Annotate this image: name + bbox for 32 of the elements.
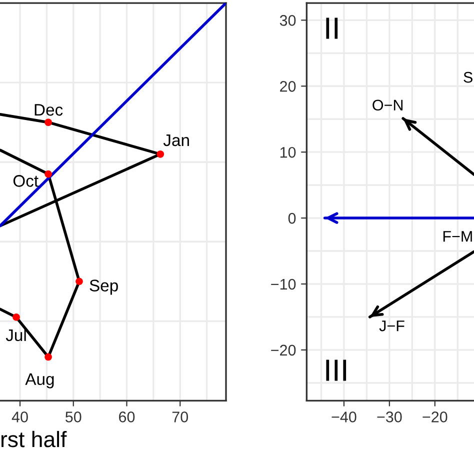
x-tick-label: −30	[377, 412, 402, 422]
point	[156, 150, 164, 158]
annotation: J−F	[379, 320, 404, 332]
annotation: Jan	[163, 134, 189, 146]
y-tick-label: −10	[271, 278, 296, 290]
annotation: Sep	[90, 280, 118, 295]
x-tick-label: −40	[332, 412, 356, 422]
annotation: II	[326, 18, 338, 39]
x-tick-label: 60	[119, 412, 135, 422]
annotation: S	[464, 72, 472, 83]
point	[44, 118, 52, 126]
annotation: Aug	[25, 373, 54, 388]
y-tick-label: 20	[280, 81, 296, 92]
x-tick-label: 40	[12, 412, 28, 422]
x-tick-label: −20	[422, 412, 448, 422]
annotation: Jul	[6, 328, 26, 342]
point	[44, 170, 52, 178]
annotation: F−M	[443, 231, 472, 242]
y-tick-label: −20	[271, 344, 296, 356]
annotation: Oct	[13, 175, 38, 187]
y-tick-label: 10	[280, 146, 296, 158]
point	[12, 314, 20, 321]
x-axis-title: rst half	[1, 430, 67, 448]
annotation: III	[326, 360, 346, 381]
annotation: Dec	[34, 104, 63, 116]
annotation: O−N	[372, 100, 402, 111]
x-tick-label: 70	[172, 412, 188, 422]
point	[44, 353, 52, 361]
point	[76, 278, 83, 286]
y-tick-label: 0	[288, 212, 296, 224]
y-tick-label: 30	[280, 15, 296, 26]
x-tick-label: 50	[65, 412, 82, 422]
